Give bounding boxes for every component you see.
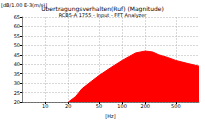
svg-text:10: 10 [42,103,48,109]
svg-text:30: 30 [14,80,20,86]
svg-text:40: 40 [14,61,20,67]
svg-text:[dB/1.00 E-3(m/s)]: [dB/1.00 E-3(m/s)] [1,1,48,8]
svg-text:20: 20 [14,99,20,105]
svg-text:35: 35 [14,71,20,77]
svg-text:[Hz]: [Hz] [105,113,115,119]
svg-text:50: 50 [14,42,20,48]
svg-text:500: 500 [171,103,181,109]
svg-text:200: 200 [140,103,150,109]
svg-text:20: 20 [65,103,71,109]
svg-text:100: 100 [117,103,127,109]
svg-text:65: 65 [14,14,20,20]
svg-text:60: 60 [14,23,20,29]
svg-text:Übertragungsverhalten(Ruf) (Ma: Übertragungsverhalten(Ruf) (Magnitude) [41,4,164,12]
svg-text:45: 45 [14,52,20,58]
svg-text:25: 25 [14,90,20,96]
svg-text:55: 55 [14,33,20,39]
svg-text:50: 50 [96,103,102,109]
svg-text:RCB5-A 1755 - Input - FFT Anal: RCB5-A 1755 - Input - FFT Analyzer [59,12,148,19]
